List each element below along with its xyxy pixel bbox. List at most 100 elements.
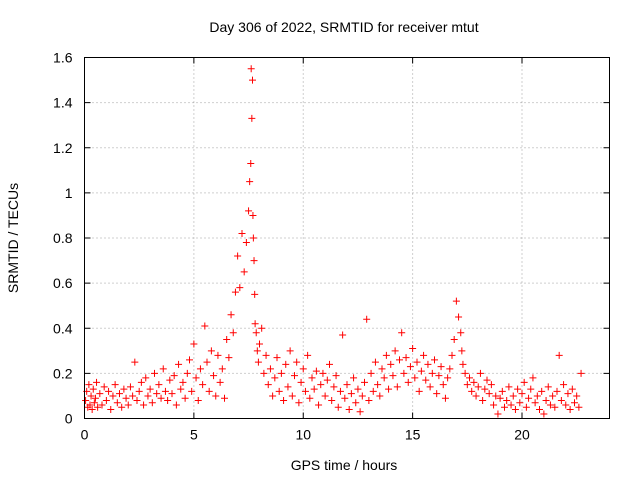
data-point xyxy=(304,351,312,359)
data-point xyxy=(98,401,106,409)
data-point xyxy=(538,387,546,395)
data-point xyxy=(100,383,108,391)
data-point xyxy=(247,65,255,73)
data-point xyxy=(82,396,90,404)
data-point xyxy=(192,374,200,382)
data-point xyxy=(461,369,469,377)
data-point xyxy=(308,374,316,382)
data-point xyxy=(249,76,256,84)
data-point xyxy=(284,383,292,391)
data-point xyxy=(293,358,301,366)
data-point xyxy=(87,392,95,400)
y-tick-label: 1.2 xyxy=(53,140,73,156)
data-point xyxy=(507,401,515,409)
data-point xyxy=(409,345,417,353)
data-points xyxy=(82,65,585,418)
data-point xyxy=(498,387,506,395)
chart-title: Day 306 of 2022, SRMTID for receiver mtu… xyxy=(209,19,478,35)
data-point xyxy=(109,392,117,400)
data-point xyxy=(214,351,222,359)
data-point xyxy=(457,329,465,337)
data-point xyxy=(411,374,419,382)
plot-frame xyxy=(84,57,610,419)
data-point xyxy=(455,313,463,321)
data-point xyxy=(186,356,193,364)
data-point xyxy=(374,381,382,389)
data-point xyxy=(188,387,196,395)
data-point xyxy=(212,392,220,400)
data-point xyxy=(398,329,406,337)
data-point xyxy=(250,257,258,265)
data-point xyxy=(133,396,141,404)
data-point xyxy=(536,405,543,413)
data-point xyxy=(428,369,436,377)
data-point xyxy=(113,399,121,407)
data-point xyxy=(378,365,386,373)
data-point xyxy=(326,360,333,368)
data-point xyxy=(166,376,174,384)
data-point xyxy=(205,387,213,395)
data-point xyxy=(240,268,248,276)
data-point xyxy=(249,234,257,242)
data-point xyxy=(288,392,296,400)
data-point xyxy=(218,365,226,373)
data-point xyxy=(88,405,96,413)
data-point xyxy=(566,405,574,413)
data-point xyxy=(144,392,152,400)
data-point xyxy=(483,376,491,384)
data-point xyxy=(459,360,467,368)
data-point xyxy=(452,297,460,305)
data-point xyxy=(295,399,303,407)
data-point xyxy=(131,358,139,366)
data-point xyxy=(124,401,132,409)
data-point xyxy=(365,396,373,404)
y-tick-label: 1.4 xyxy=(53,95,73,111)
data-point xyxy=(332,372,340,380)
data-point xyxy=(542,396,550,404)
data-point xyxy=(271,374,279,382)
x-tick-label: 5 xyxy=(190,427,198,443)
data-point xyxy=(345,405,353,413)
data-point xyxy=(551,403,559,411)
y-tick-label: 0 xyxy=(65,411,73,427)
data-point xyxy=(358,392,366,400)
data-point xyxy=(431,356,438,364)
data-point xyxy=(404,378,412,386)
data-point xyxy=(437,363,445,371)
data-point xyxy=(157,394,165,402)
data-point xyxy=(181,394,189,402)
data-point xyxy=(246,178,254,186)
data-point xyxy=(503,396,511,404)
y-tick-label: 0.2 xyxy=(53,365,73,381)
data-point xyxy=(122,394,130,402)
data-point xyxy=(247,160,255,168)
data-point xyxy=(458,347,466,355)
data-point xyxy=(116,390,123,398)
y-tick-label: 0.4 xyxy=(53,320,73,336)
data-point xyxy=(107,405,115,413)
data-point xyxy=(310,385,318,393)
data-point xyxy=(155,381,163,389)
data-point xyxy=(126,383,134,391)
data-point xyxy=(85,381,93,389)
data-point xyxy=(120,385,128,393)
data-point xyxy=(472,392,480,400)
data-point xyxy=(479,396,487,404)
data-point xyxy=(577,369,585,377)
data-point xyxy=(277,369,285,377)
data-point xyxy=(248,114,256,122)
data-point xyxy=(275,387,283,395)
data-point xyxy=(216,378,224,386)
data-point xyxy=(450,336,458,344)
data-point xyxy=(367,369,375,377)
x-tick-label: 10 xyxy=(295,427,311,443)
data-point xyxy=(164,396,172,404)
data-point xyxy=(225,354,233,362)
data-point xyxy=(369,387,377,395)
data-point xyxy=(562,401,570,409)
data-point xyxy=(245,207,253,215)
data-point xyxy=(183,369,191,377)
data-point xyxy=(391,347,399,355)
y-tick-label: 0.8 xyxy=(53,230,73,246)
y-tick-label: 0.6 xyxy=(53,275,73,291)
